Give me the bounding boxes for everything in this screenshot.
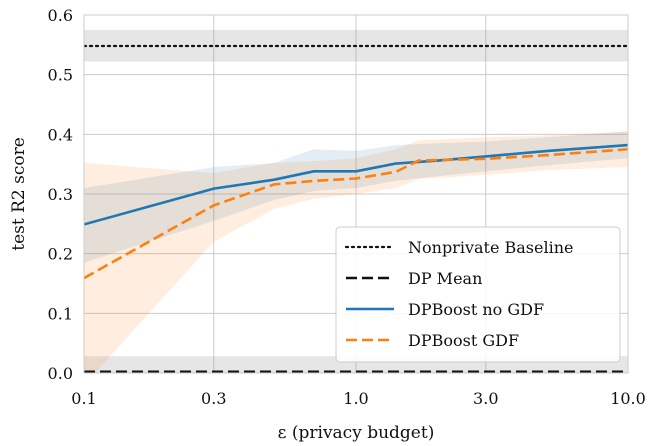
y-axis-title: test R2 score xyxy=(9,137,29,251)
legend-label: DPBoost GDF xyxy=(408,331,519,350)
x-tick-label: 0.1 xyxy=(71,389,96,408)
series-band xyxy=(84,131,628,263)
legend-label: Nonprivate Baseline xyxy=(408,238,574,257)
series-line xyxy=(84,143,628,226)
y-tick-label: 0.5 xyxy=(48,66,73,85)
y-tick-label: 0.0 xyxy=(48,364,73,383)
plot-frame xyxy=(83,14,629,374)
legend-label: DPBoost no GDF xyxy=(408,300,544,319)
x-tick-label: 10.0 xyxy=(610,389,646,408)
series-line xyxy=(84,147,628,280)
x-axis-title: ε (privacy budget) xyxy=(278,423,435,443)
series-band xyxy=(84,131,628,373)
y-tick-label: 0.3 xyxy=(48,185,73,204)
series-lines xyxy=(84,44,628,373)
grid xyxy=(83,14,629,374)
y-tick-label: 0.6 xyxy=(48,6,73,25)
legend: Nonprivate Baseline DP Mean DPBoost no GDF… xyxy=(335,226,621,363)
legend-label: DP Mean xyxy=(408,269,482,288)
y-tick-label: 0.1 xyxy=(48,304,73,323)
tick-labels: 0.1 0.3 1.0 3.0 10.0 0.0 0.1 0.2 0.3 0.4 0.5 0.6 xyxy=(48,6,646,408)
x-tick-label: 1.0 xyxy=(343,389,368,408)
x-tick-label: 3.0 xyxy=(473,389,498,408)
y-tick-label: 0.2 xyxy=(48,245,73,264)
y-tick-label: 0.4 xyxy=(48,125,73,144)
x-tick-label: 0.3 xyxy=(201,389,226,408)
legend-box xyxy=(335,226,621,363)
